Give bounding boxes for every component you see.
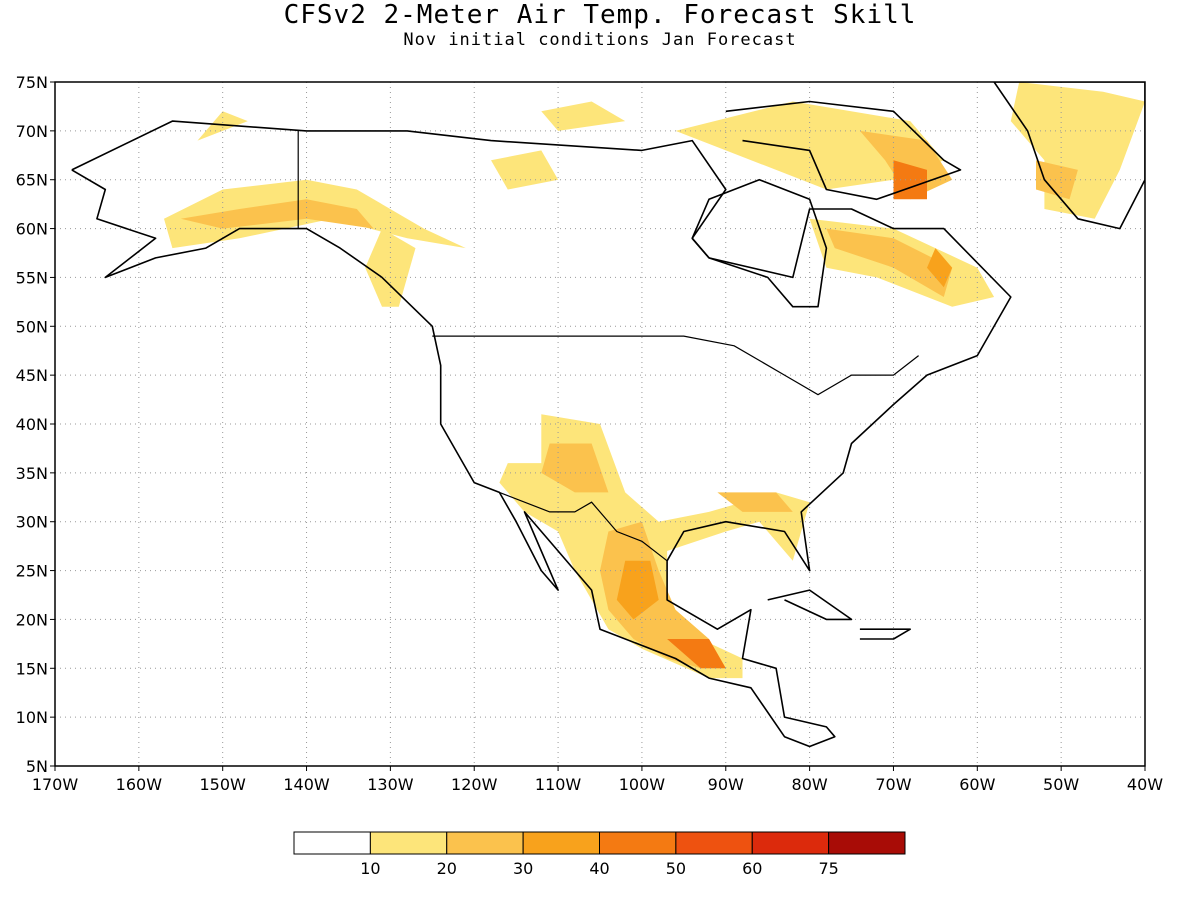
us-mexico-border [499,491,668,562]
colorbar-swatch [522,831,600,855]
baffin-island-outline [725,100,962,201]
skill-region-3 [197,111,248,141]
hispaniola-outline [859,628,912,640]
lat-tick-label: 45N [16,366,48,385]
lon-tick-label: 150W [200,775,247,794]
lon-tick-label: 110W [535,775,582,794]
skill-region-16 [600,521,726,669]
skill-region-18 [667,639,726,669]
skill-shading-layer [164,82,1145,679]
colorbar: 10 20 30 40 50 60 75 [293,831,906,878]
north-america-outline [71,120,1012,748]
skill-region-12 [1010,82,1145,219]
skill-region-1 [180,199,374,229]
skill-region-5 [491,150,559,190]
coastlines-layer [71,82,1145,748]
colorbar-label: 10 [360,859,380,878]
hudson-bay-outline [691,178,828,308]
lon-tick-label: 80W [792,775,828,794]
lon-tick-label: 140W [283,775,330,794]
lon-tick-label: 70W [875,775,911,794]
map-axes: 75N 70N 65N 60N 55N 50N 45N 40N 35N 30N 25N 20N 15N 1… [16,73,1164,794]
lon-tick-label: 170W [32,775,79,794]
colorbar-label: 50 [666,859,686,878]
skill-region-13 [1036,160,1078,200]
lat-tick-label: 35N [16,464,48,483]
colorbar-label: 75 [818,859,838,878]
lat-tick-label: 65N [16,171,48,190]
colorbar-swatch [828,831,906,855]
gridlines [55,82,1145,766]
skill-region-19 [717,492,793,512]
lat-tick-label: 50N [16,317,48,336]
colorbar-label: 40 [589,859,609,878]
cuba-outline [767,589,853,621]
skill-region-4 [541,101,626,131]
lon-tick-label: 160W [116,775,163,794]
lon-tick-label: 50W [1043,775,1079,794]
colorbar-swatch [293,831,371,855]
skill-region-10 [826,228,953,297]
map-title: CFSv2 2-Meter Air Temp. Forecast Skill [283,0,917,30]
lon-tick-label: 40W [1127,775,1163,794]
skill-region-17 [616,560,659,620]
lat-tick-label: 40N [16,415,48,434]
lat-tick-label: 75N [16,73,48,92]
lat-tick-label: 15N [16,659,48,678]
colorbar-swatch [751,831,830,855]
lat-tick-label: 25N [16,562,48,581]
skill-region-6 [675,101,944,190]
colorbar-swatch [599,831,677,855]
us-canada-border [432,335,919,396]
lat-tick-label: 10N [16,708,48,727]
colorbar-label: 60 [742,859,762,878]
lon-tick-label: 130W [367,775,414,794]
map-subtitle: Nov initial conditions Jan Forecast [403,30,797,50]
greenland-outline [993,82,1145,230]
lon-tick-label: 120W [451,775,498,794]
colorbar-swatch [369,831,448,855]
lat-tick-label: 55N [16,268,48,287]
colorbar-label: 20 [437,859,457,878]
lat-tick-label: 70N [16,122,48,141]
lon-tick-label: 60W [959,775,995,794]
lon-tick-label: 90W [708,775,744,794]
lat-tick-label: 30N [16,513,48,532]
lon-tick-label: 100W [619,775,666,794]
lat-tick-label: 60N [16,220,48,239]
lat-tick-label: 20N [16,610,48,629]
skill-region-15 [541,443,609,493]
lat-tick-label: 5N [26,757,48,776]
colorbar-label: 30 [513,859,533,878]
colorbar-swatch [446,831,524,855]
colorbar-swatch [675,831,753,855]
